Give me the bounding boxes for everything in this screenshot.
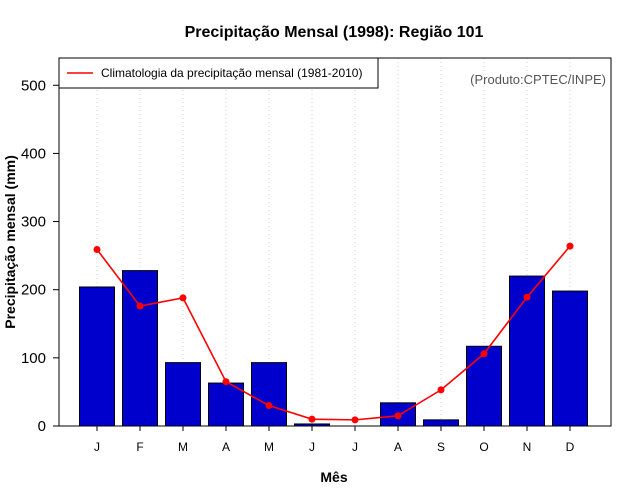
- x-tick-label-2: F: [136, 440, 143, 454]
- climatology-point-3: [179, 294, 187, 302]
- climatology-point-1: [93, 245, 101, 253]
- bar-4: [208, 382, 244, 427]
- climatology-polyline: [96, 245, 571, 421]
- climatology-point-10: [480, 350, 488, 358]
- legend-label: Climatologia da precipitação mensal (198…: [101, 66, 362, 80]
- x-tick-label-3: M: [178, 440, 188, 454]
- climatology-point-9: [437, 386, 445, 394]
- chart-title: Precipitação Mensal (1998): Região 101: [185, 24, 484, 41]
- bar-11: [509, 275, 545, 427]
- x-tick-label-7: J: [352, 440, 358, 454]
- x-tick-label-5: M: [264, 440, 274, 454]
- x-tick-label-12: D: [566, 440, 575, 454]
- bar-1: [79, 286, 115, 427]
- grid: [96, 58, 571, 426]
- x-tick-label-11: N: [523, 440, 532, 454]
- x-tick-label-9: S: [437, 440, 445, 454]
- climatology-point-4: [222, 378, 230, 386]
- climatology-point-11: [523, 293, 531, 301]
- bar-12: [552, 290, 588, 427]
- bar-10: [466, 345, 502, 427]
- climatology-point-5: [265, 402, 273, 410]
- bar-3: [165, 362, 201, 427]
- climatology-point-8: [394, 412, 402, 420]
- x-tick-label-1: J: [94, 440, 100, 454]
- bar-2: [122, 270, 158, 427]
- y-tick-label-400: 400: [21, 145, 46, 162]
- y-tick-label-200: 200: [21, 282, 46, 299]
- climatology-line: [93, 242, 574, 424]
- y-tick-label-300: 300: [21, 214, 46, 231]
- x-tick-label-8: A: [394, 440, 402, 454]
- x-tick-label-6: J: [309, 440, 315, 454]
- y-tick-label-0: 0: [38, 418, 46, 435]
- x-tick-label-4: A: [222, 440, 230, 454]
- climatology-point-2: [136, 302, 144, 310]
- y-tick-label-100: 100: [21, 350, 46, 367]
- legend-box: [58, 57, 379, 89]
- climatology-point-6: [308, 415, 316, 423]
- climatology-point-12: [566, 242, 574, 250]
- y-axis-title: Precipitação mensal (mm): [2, 155, 18, 329]
- x-tick-label-10: O: [479, 440, 488, 454]
- credit-annotation: (Produto:CPTEC/INPE): [470, 72, 606, 87]
- y-tick-label-500: 500: [21, 77, 46, 94]
- legend: Climatologia da precipitação mensal (198…: [58, 57, 379, 89]
- x-axis-title: Mês: [320, 469, 347, 485]
- y-axis: 0 100 200 300 400 500: [21, 77, 59, 435]
- climatology-point-7: [351, 416, 359, 424]
- bar-5: [251, 362, 287, 427]
- bars: [79, 270, 588, 427]
- bar-9: [423, 419, 459, 427]
